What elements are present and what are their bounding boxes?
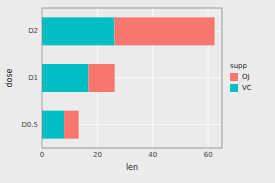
bars — [42, 17, 215, 138]
y-tick-label: D0.5 — [21, 121, 38, 129]
y-tick-label: D1 — [28, 74, 38, 82]
bar-segment — [88, 64, 114, 92]
bar-segment — [64, 111, 79, 139]
bar-segment — [42, 17, 114, 45]
bar-segment — [42, 111, 64, 139]
plot-background — [42, 8, 222, 148]
bar-segment — [114, 17, 214, 45]
legend-label: VC — [242, 84, 252, 92]
x-tick-label: 40 — [148, 151, 157, 159]
legend-swatch — [230, 84, 238, 92]
x-axis-label: len — [126, 163, 138, 172]
x-tick-label: 60 — [204, 151, 213, 159]
y-tick-label: D2 — [28, 27, 38, 35]
chart-container: 0 20 40 60 D2 D1 D0.5 len dose supp OJ VC — [0, 0, 275, 183]
x-tick-label: 20 — [93, 151, 102, 159]
chart-svg: 0 20 40 60 D2 D1 D0.5 len dose supp OJ VC — [0, 0, 275, 183]
legend-title: supp — [230, 62, 248, 70]
plot-frame — [42, 8, 222, 148]
legend: supp OJ VC — [230, 62, 252, 92]
legend-swatch — [230, 73, 238, 81]
y-axis-label: dose — [5, 68, 14, 87]
x-tick-label: 0 — [40, 151, 44, 159]
legend-label: OJ — [242, 73, 250, 81]
bar-segment — [42, 64, 88, 92]
